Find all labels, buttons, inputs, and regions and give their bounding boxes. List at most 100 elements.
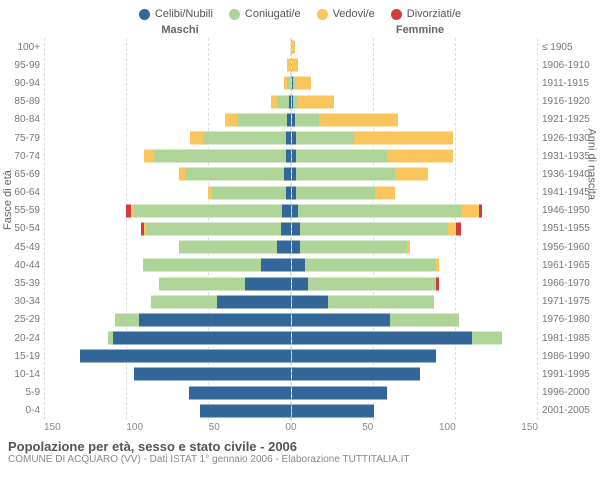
bar-male: [44, 167, 291, 181]
age-label: 40-44: [0, 260, 44, 271]
bar-male: [44, 240, 291, 254]
bar-female: [291, 40, 539, 54]
bar-male: [44, 331, 291, 345]
legend-label: Celibi/Nubili: [155, 8, 213, 20]
seg-s: [292, 258, 305, 272]
age-row: 15-191986-1990: [0, 347, 600, 365]
seg-w: [375, 186, 395, 200]
bar-female: [291, 95, 539, 109]
birth-label: 1971-1975: [538, 296, 600, 307]
seg-m: [296, 167, 395, 181]
seg-w: [225, 113, 238, 127]
age-label: 85-89: [0, 96, 44, 107]
bar-zone: [44, 167, 538, 181]
seg-w: [462, 204, 478, 218]
age-label: 95-99: [0, 60, 44, 71]
bar-female: [291, 258, 539, 272]
seg-m: [300, 222, 448, 236]
seg-m: [295, 113, 320, 127]
birth-label: 1926-1930: [538, 133, 600, 144]
legend-item: Vedovi/e: [317, 8, 375, 20]
bar-male: [44, 149, 291, 163]
seg-s: [292, 313, 391, 327]
birth-label: 1931-1935: [538, 151, 600, 162]
age-row: 80-841921-1925: [0, 111, 600, 129]
bar-zone: [44, 131, 538, 145]
seg-s: [292, 222, 300, 236]
seg-w: [292, 40, 295, 54]
bar-male: [44, 277, 291, 291]
seg-w: [436, 258, 439, 272]
seg-s: [292, 386, 387, 400]
bar-female: [291, 131, 539, 145]
legend-swatch: [391, 9, 402, 20]
seg-m: [305, 258, 436, 272]
seg-w: [295, 76, 311, 90]
legend-item: Divorziati/e: [391, 8, 461, 20]
bar-female: [291, 313, 539, 327]
age-row: 45-491956-1960: [0, 238, 600, 256]
birth-label: 1996-2000: [538, 387, 600, 398]
seg-w: [448, 222, 456, 236]
seg-s: [277, 240, 290, 254]
age-label: 0-4: [0, 405, 44, 416]
xtick: 50: [362, 422, 373, 433]
bar-zone: [44, 277, 538, 291]
bar-zone: [44, 258, 538, 272]
bar-zone: [44, 386, 538, 400]
age-label: 50-54: [0, 223, 44, 234]
bar-male: [44, 367, 291, 381]
seg-m: [296, 149, 386, 163]
bar-zone: [44, 40, 538, 54]
age-label: 30-34: [0, 296, 44, 307]
bar-male: [44, 404, 291, 418]
age-row: 20-241981-1985: [0, 329, 600, 347]
bar-female: [291, 277, 539, 291]
seg-m: [238, 113, 287, 127]
birth-label: 1921-1925: [538, 114, 600, 125]
age-label: 10-14: [0, 369, 44, 380]
bar-male: [44, 95, 291, 109]
seg-s: [292, 367, 420, 381]
seg-m: [143, 258, 261, 272]
bar-zone: [44, 404, 538, 418]
bar-zone: [44, 58, 538, 72]
seg-d: [456, 222, 461, 236]
legend-item: Celibi/Nubili: [139, 8, 213, 20]
age-row: 35-391966-1970: [0, 274, 600, 292]
seg-w: [298, 95, 334, 109]
legend-swatch: [229, 9, 240, 20]
seg-s: [292, 331, 473, 345]
bar-zone: [44, 240, 538, 254]
seg-s: [292, 404, 374, 418]
birth-label: ≤ 1905: [538, 42, 600, 53]
legend-item: Coniugati/e: [229, 8, 301, 20]
xtick: 100: [439, 422, 456, 433]
seg-m: [277, 95, 289, 109]
bar-zone: [44, 149, 538, 163]
xtick: 150: [521, 422, 538, 433]
bar-female: [291, 331, 539, 345]
seg-m: [185, 167, 284, 181]
birth-label: 1911-1915: [538, 78, 600, 89]
age-row: 30-34 1971-1975: [0, 293, 600, 311]
bar-female: [291, 113, 539, 127]
x-axis: 150100500 050100150: [0, 422, 600, 433]
seg-w: [190, 131, 203, 145]
bar-male: [44, 186, 291, 200]
seg-m: [298, 204, 462, 218]
header-female: Femmine: [300, 24, 600, 36]
seg-w: [387, 149, 453, 163]
bar-female: [291, 149, 539, 163]
seg-m: [296, 131, 354, 145]
bar-female: [291, 204, 539, 218]
birth-label: 1966-1970: [538, 278, 600, 289]
age-row: 0-42001-2005: [0, 402, 600, 420]
age-row: 75-791926-1930: [0, 129, 600, 147]
seg-s: [245, 277, 291, 291]
bar-female: [291, 367, 539, 381]
seg-s: [292, 277, 308, 291]
birth-label: 1951-1955: [538, 223, 600, 234]
seg-m: [328, 295, 435, 309]
seg-w: [407, 240, 410, 254]
